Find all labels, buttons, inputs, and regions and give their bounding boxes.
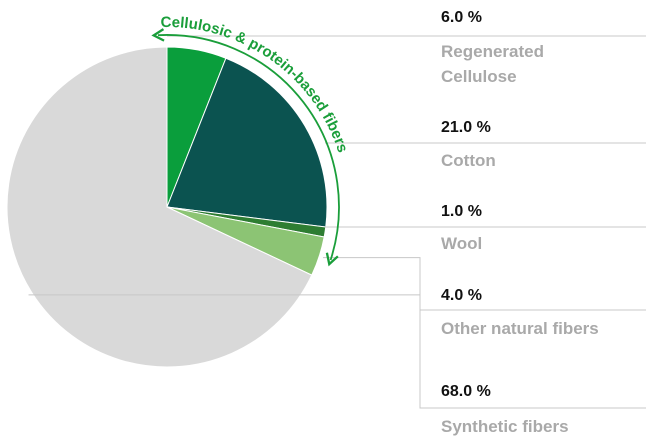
category-label: Other natural fibers [441,319,599,338]
value-label: 68.0 % [441,383,491,400]
leader-line [322,257,646,311]
category-label: Wool [441,234,483,253]
leader-lines [28,35,646,409]
value-label: 6.0 % [441,9,482,26]
annotation-arrow [151,28,340,267]
value-label: 4.0 % [441,287,482,304]
category-label: Synthetic fibers [441,417,569,436]
category-label: Regenerated Cellulose [441,42,544,86]
category-label: Cotton [441,151,496,170]
value-label: 1.0 % [441,203,482,220]
value-label: 21.0 % [441,119,491,136]
pie [6,46,328,368]
leader-line [28,294,646,409]
